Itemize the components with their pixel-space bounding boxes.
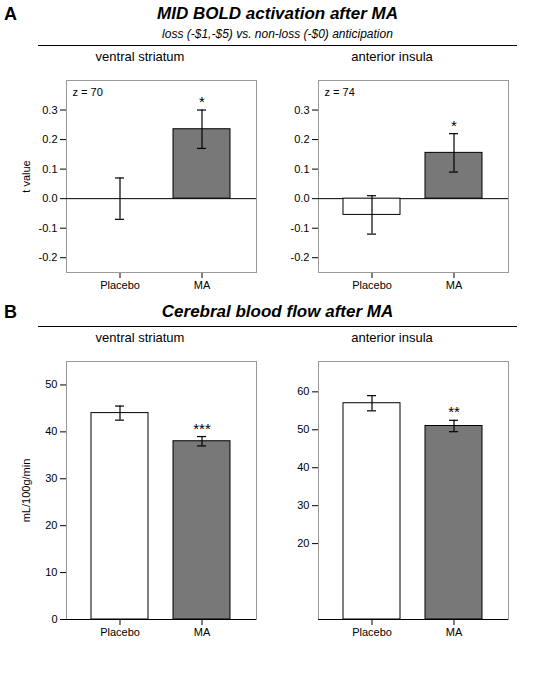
html-text:ventral striatum: ventral striatum <box>95 330 185 345</box>
svg-text:**: ** <box>448 403 460 420</box>
html-text:loss (-$1,-$5) vs. non-loss (-: loss (-$1,-$5) vs. non-loss (-$0) antici… <box>162 27 393 41</box>
svg-text:MA: MA <box>194 279 211 291</box>
svg-text:-0.1: -0.1 <box>39 222 58 234</box>
svg-text:mL/100g/min: mL/100g/min <box>20 459 32 523</box>
svg-text:0.0: 0.0 <box>294 192 309 204</box>
svg-text:z = 70: z = 70 <box>73 86 103 98</box>
svg-text:MA: MA <box>194 626 211 638</box>
svg-text:*: * <box>199 93 205 110</box>
svg-text:MA: MA <box>446 626 463 638</box>
svg-text:30: 30 <box>45 472 57 484</box>
svg-text:30: 30 <box>297 499 309 511</box>
svg-text:0.2: 0.2 <box>42 133 57 145</box>
html-text:MID BOLD activation after MA: MID BOLD activation after MA <box>157 4 398 23</box>
html-text:Cerebral blood flow after MA: Cerebral blood flow after MA <box>161 302 394 321</box>
svg-text:40: 40 <box>297 461 309 473</box>
svg-text:Placebo: Placebo <box>100 279 140 291</box>
svg-text:0.1: 0.1 <box>42 163 57 175</box>
svg-text:0.3: 0.3 <box>294 104 309 116</box>
svg-text:t value: t value <box>20 160 32 192</box>
svg-text:***: *** <box>193 420 211 437</box>
svg-text:20: 20 <box>45 519 57 531</box>
svg-text:Placebo: Placebo <box>352 626 392 638</box>
svg-text:0.3: 0.3 <box>42 104 57 116</box>
svg-text:Placebo: Placebo <box>100 626 140 638</box>
svg-text:Placebo: Placebo <box>352 279 392 291</box>
svg-text:10: 10 <box>45 566 57 578</box>
svg-text:60: 60 <box>297 385 309 397</box>
svg-text:50: 50 <box>297 423 309 435</box>
html-text:ventral striatum: ventral striatum <box>95 49 185 64</box>
svg-text:20: 20 <box>297 537 309 549</box>
svg-text:0.0: 0.0 <box>42 192 57 204</box>
svg-text:0: 0 <box>51 613 57 625</box>
svg-text:MA: MA <box>446 279 463 291</box>
svg-text:-0.1: -0.1 <box>291 222 310 234</box>
html-text:A: A <box>4 4 17 24</box>
svg-text:0.2: 0.2 <box>294 133 309 145</box>
svg-text:0.1: 0.1 <box>294 163 309 175</box>
svg-text:40: 40 <box>45 425 57 437</box>
html-text:anterior insula: anterior insula <box>351 330 433 345</box>
html-text:B: B <box>4 302 17 322</box>
svg-text:50: 50 <box>45 378 57 390</box>
html-text:anterior insula: anterior insula <box>351 49 433 64</box>
svg-text:-0.2: -0.2 <box>291 251 310 263</box>
svg-text:*: * <box>451 117 457 134</box>
svg-text:-0.2: -0.2 <box>39 251 58 263</box>
svg-text:z = 74: z = 74 <box>325 86 355 98</box>
